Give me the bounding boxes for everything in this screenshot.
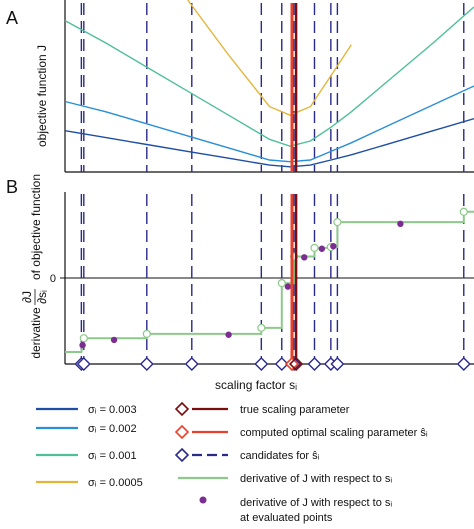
panel-b-plot: 0 — [50, 192, 474, 372]
panel-b-candidate-diamond-7 — [307, 357, 322, 371]
panel-b-computed-optimum-diamond — [284, 356, 300, 372]
panel-b-evaluated-point-2 — [225, 331, 232, 338]
legend-right-label-2: candidates for ŝᵢ — [240, 450, 320, 462]
panel-a-series-0 — [64, 118, 474, 168]
panel-b-ylabel: derivative ∂J ∂sᵢ of objective function — [20, 174, 49, 359]
panel-b-evaluated-point-5 — [318, 245, 326, 252]
panel-a-letter: A — [6, 8, 18, 28]
panel-b-step-circle-4 — [277, 279, 286, 288]
legend-right-label-3: derivative of J with respect to sᵢ — [240, 473, 392, 485]
legend-left-label-2: σᵢ = 0.001 — [88, 450, 137, 462]
panel-b-ylabel-pre: derivative — [29, 307, 43, 359]
panel-a-plot — [64, 0, 474, 173]
panel-b-ylabel-post: of objective function — [29, 174, 43, 280]
panel-b-candidate-diamond-2 — [139, 357, 154, 371]
panel-a-series-1 — [64, 85, 474, 163]
panel-b-step-circle-2 — [142, 329, 151, 338]
x-axis-label: scaling factor sᵢ — [215, 378, 297, 392]
legend-right-dot-4 — [199, 496, 207, 504]
panel-a-series-2 — [64, 6, 474, 147]
panel-b-letter: B — [6, 177, 18, 197]
panel-b-candidate-diamond-5 — [274, 357, 289, 371]
panel-b-step-circle-8 — [333, 218, 342, 227]
panel-b-step-circle-6 — [310, 243, 319, 252]
panel-b-evaluated-point-1 — [110, 336, 118, 344]
legend-right-diamond-1 — [174, 424, 190, 440]
legend: σᵢ = 0.003 σᵢ = 0.002 σᵢ = 0.001 σᵢ = 0.000… — [36, 401, 428, 524]
panel-b-evaluated-point-4 — [301, 254, 308, 261]
panel-b-candidate-diamond-9 — [330, 357, 345, 371]
legend-right-diamond-0 — [174, 401, 190, 417]
panel-b-step-circle-3 — [257, 323, 266, 332]
panel-b-evaluated-point-3 — [284, 283, 292, 290]
panel-b-evaluated-point-0 — [79, 341, 86, 349]
panel-b-evaluated-point-7 — [397, 220, 404, 228]
panel-b-evaluated-point-6 — [330, 242, 337, 250]
panel-b-step-circle-1 — [79, 334, 88, 343]
legend-right-label-1: computed optimal scaling parameter ŝᵢ — [240, 427, 428, 439]
legend-right-label-4: derivative of J with respect to sᵢ — [240, 497, 392, 509]
panel-b-candidate-diamond-4 — [254, 357, 269, 371]
legend-right-diamond-2 — [174, 447, 190, 463]
panel-b-ylabel-num: ∂J — [20, 291, 34, 303]
panel-a-ylabel: objective function J — [35, 45, 49, 147]
legend-left-label-3: σᵢ = 0.0005 — [88, 477, 143, 489]
legend-right-label2-4: at evaluated points — [240, 512, 333, 524]
panel-b-candidate-diamond-10 — [456, 357, 471, 371]
panel-b-ylabel-den: ∂sᵢ — [35, 290, 49, 304]
panel-b-derivative-line — [65, 210, 474, 353]
panel-b-zero-tick-label: 0 — [50, 273, 56, 285]
legend-right-label-0: true scaling parameter — [240, 404, 350, 416]
legend-left-label-1: σᵢ = 0.002 — [88, 423, 137, 435]
panel-b-candidate-diamond-3 — [184, 357, 199, 371]
panel-b-true-parameter-diamond — [288, 356, 304, 372]
panel-b-step-circle-9 — [459, 207, 468, 216]
panel-a-series-3 — [187, 0, 352, 116]
legend-left-label-0: σᵢ = 0.003 — [88, 404, 137, 416]
panel-b-candidate-diamond-1 — [76, 357, 91, 371]
